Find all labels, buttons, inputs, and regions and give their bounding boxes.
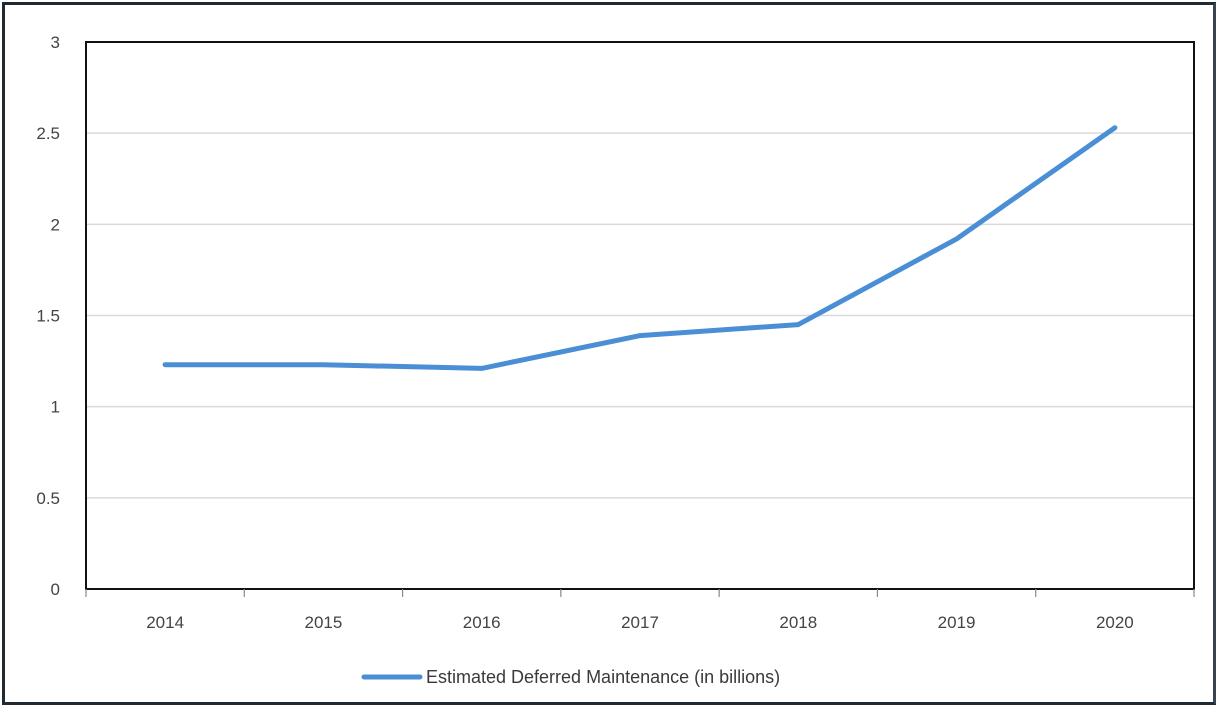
series-line <box>162 125 1118 371</box>
plot-area-border <box>85 41 1195 590</box>
chart-frame <box>2 2 1216 705</box>
x-tick-label: 2018 <box>779 613 817 632</box>
y-axis-ticks: 0 0.5 1 1.5 2 2.5 3 <box>36 33 60 599</box>
x-tick-label: 2014 <box>146 613 184 632</box>
y-tick-label: 2 <box>51 215 60 234</box>
y-tick-label: 1 <box>51 398 60 417</box>
y-tick-label: 3 <box>51 33 60 52</box>
legend-label: Estimated Deferred Maintenance (in billi… <box>426 667 780 687</box>
legend: Estimated Deferred Maintenance (in billi… <box>361 667 780 687</box>
y-tick-label: 0.5 <box>36 489 60 508</box>
y-tick-label: 1.5 <box>36 307 60 326</box>
x-tick-label: 2020 <box>1096 613 1134 632</box>
y-tick-label: 2.5 <box>36 124 60 143</box>
x-tick-label: 2015 <box>305 613 343 632</box>
x-tick-label: 2017 <box>621 613 659 632</box>
y-tick-label: 0 <box>51 580 60 599</box>
series-group <box>162 125 1118 371</box>
x-tick-label: 2016 <box>463 613 501 632</box>
gridlines <box>86 132 1194 499</box>
x-axis-ticks: 2014 2015 2016 2017 2018 2019 2020 <box>85 589 1195 632</box>
x-tick-label: 2019 <box>938 613 976 632</box>
